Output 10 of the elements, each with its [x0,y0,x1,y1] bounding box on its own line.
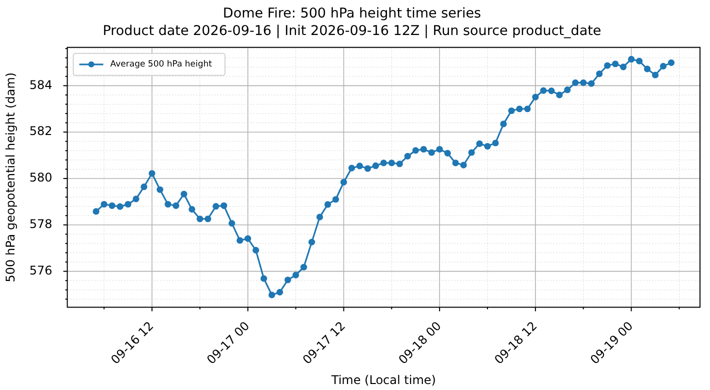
legend-label: Average 500 hPa height [110,60,213,70]
y-tick-label: 578 [29,217,52,232]
y-tick-label: 584 [29,78,52,92]
y-tick-label: 580 [29,170,52,185]
y-axis-title: 500 hPa geopotential height (dam) [3,72,18,282]
x-axis-title: Time (Local time) [330,372,436,387]
chart-subtitle: Product date 2026-09-16 | Init 2026-09-16 12Z | Run source product_date [102,22,602,39]
y-tick-label: 582 [29,124,52,138]
y-tick-label: 576 [29,263,52,278]
chart-title: Dome Fire: 500 hPa height time series [222,6,482,22]
